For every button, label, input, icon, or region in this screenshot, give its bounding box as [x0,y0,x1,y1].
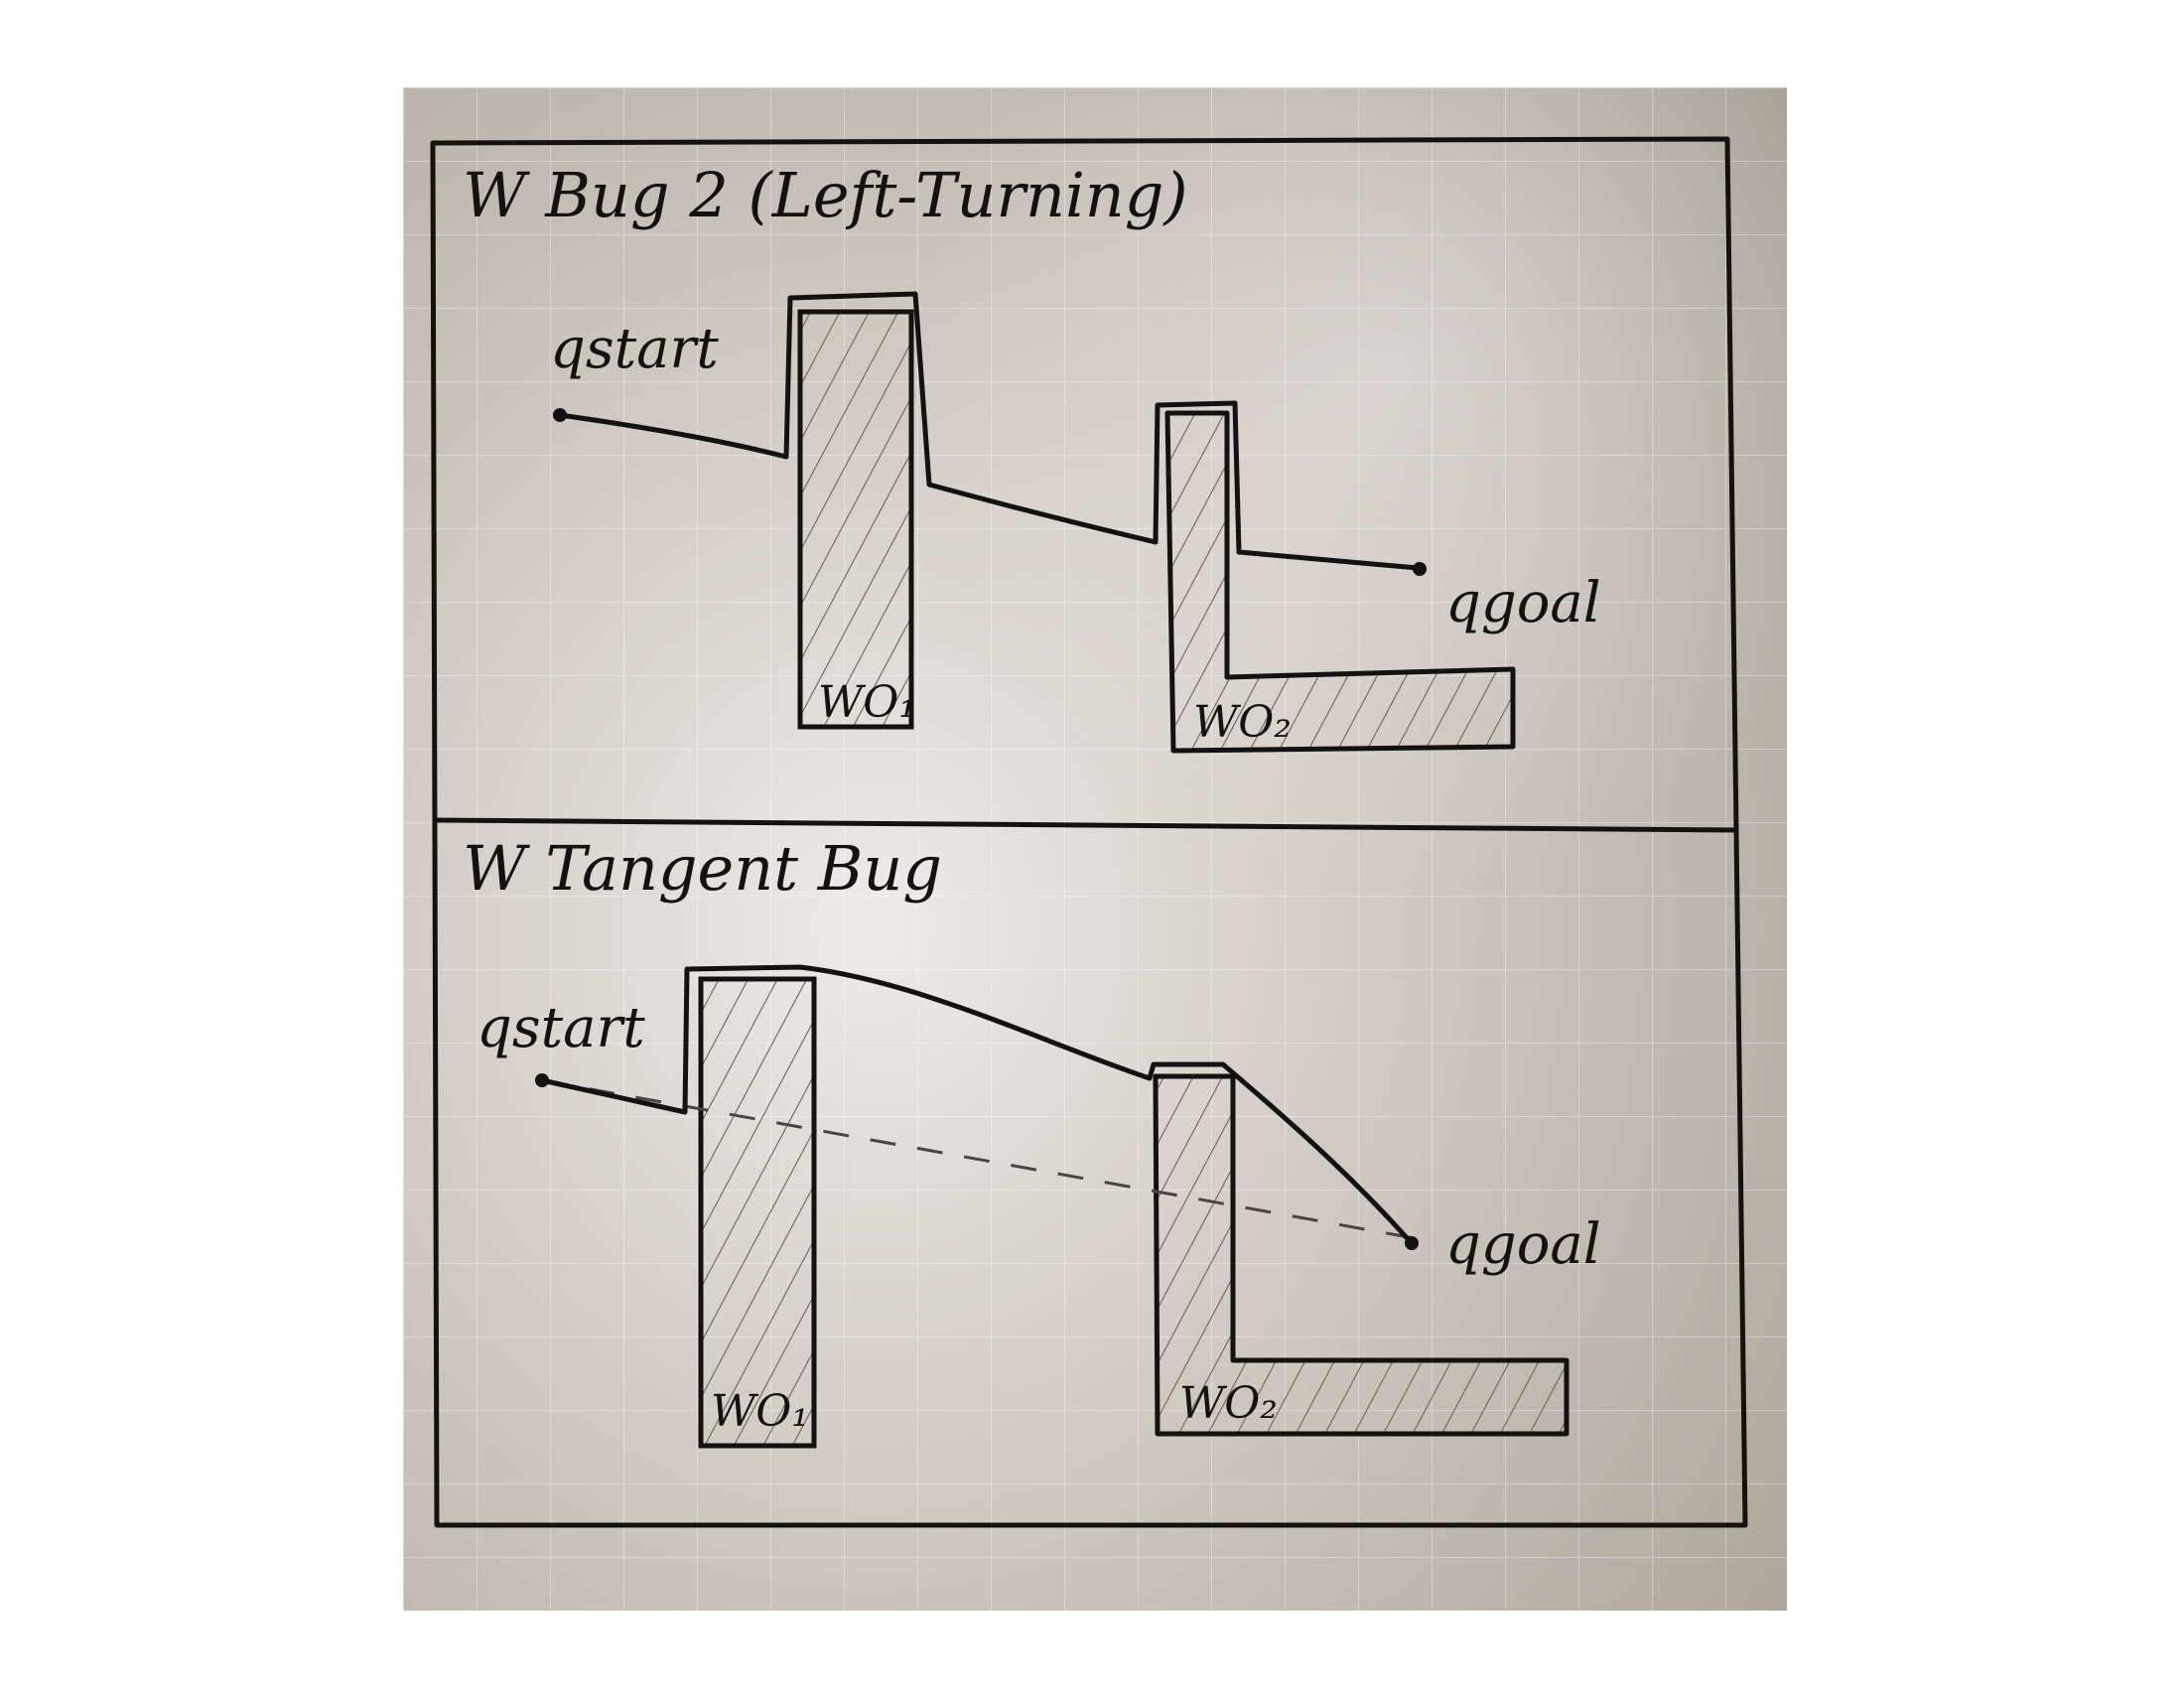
goal-point [1405,1236,1419,1250]
obstacle1-label: WO₁ [711,1386,809,1437]
grid-lines [403,87,1787,1611]
panel-title: W Tangent Bug [463,832,942,905]
start-point [535,1073,549,1087]
outer-frame [430,136,1748,1528]
paper-photo: W Bug 2 (Left-Turning) qstart qgoal WO₁ … [403,87,1787,1611]
obstacle2-label: WO₂ [1193,697,1292,748]
obstacle-wo2 [1164,410,1516,754]
goal-point [1413,562,1427,576]
panel-tangent-bug: W Tangent Bug qstart qgoal WO₁ WO₂ [463,832,1601,1449]
obstacle1-label: WO₁ [818,677,916,728]
obstacle-wo1 [698,976,817,1449]
start-label: qstart [550,317,719,381]
tangent-bug-path [539,964,1413,1244]
goal-label: qgoal [1445,1212,1601,1277]
start-label: qstart [477,996,645,1060]
obstacle2-label: WO₂ [1179,1378,1278,1429]
obstacle-wo1 [797,309,914,730]
start-point [553,408,567,422]
panel-divider [432,817,1738,833]
panel-bug2: W Bug 2 (Left-Turning) qstart qgoal WO₁ … [463,159,1601,754]
obstacle-wo2 [1153,1073,1570,1437]
straight-line-dashed [541,1078,1421,1241]
panel-title: W Bug 2 (Left-Turning) [463,159,1188,231]
bug2-path [557,291,1421,571]
goal-label: qgoal [1445,571,1601,635]
